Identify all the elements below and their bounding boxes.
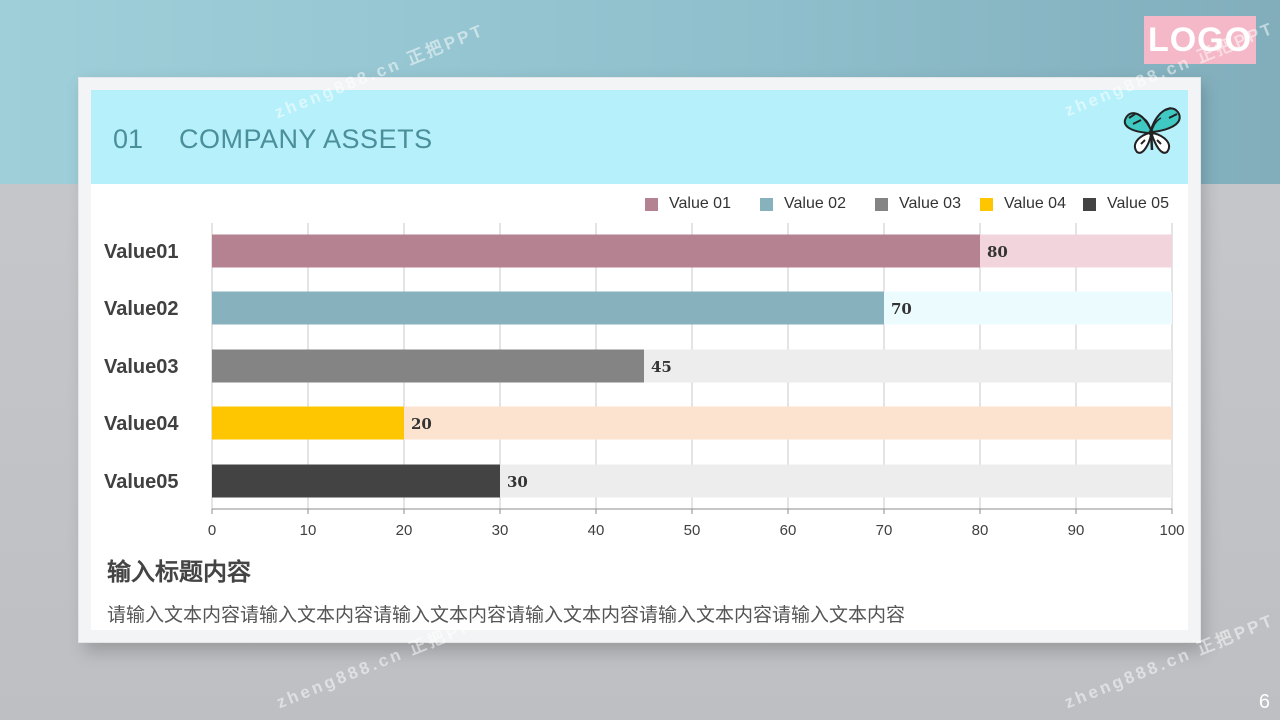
legend-swatch [875,197,888,211]
bar [212,406,404,440]
legend-label: Value 01 [669,195,731,212]
legend-swatch [980,197,993,211]
x-tick-label: 10 [300,522,317,539]
x-tick-label: 20 [396,522,413,539]
legend-label: Value 05 [1107,195,1169,212]
logo: LOGO [1144,16,1256,64]
data-label: 70 [891,300,912,318]
data-label: 80 [987,243,1008,261]
legend-swatch [1083,197,1096,211]
category-label: Value02 [104,298,179,320]
bar-chart: 80 Value01 70 Value02 45 Value03 20 Value04 30 Va… [104,223,1185,539]
legend-item: Value 02 [760,192,846,216]
chart-legend: Value 01 Value 02 Value 03 Value 04 Valu… [91,192,1188,216]
legend-label: Value 02 [784,195,846,212]
x-tick-label: 0 [208,522,216,539]
card-content: 01 COMPANY ASSETS Value 01 Value 02 [91,90,1188,630]
legend-label: Value 04 [1004,195,1066,212]
x-tick-label: 60 [780,522,797,539]
x-tick-label: 80 [972,522,989,539]
x-tick-label: 40 [588,522,605,539]
legend-item: Value 05 [1083,192,1169,216]
slide-card: 01 COMPANY ASSETS Value 01 Value 02 [78,77,1201,643]
section-title: COMPANY ASSETS [179,124,433,154]
legend-item: Value 03 [875,192,961,216]
text-block-body: 请输入文本内容请输入文本内容请输入文本内容请输入文本内容请输入文本内容请输入文本… [107,604,906,626]
category-label: Value03 [104,356,179,378]
category-label: Value04 [104,413,179,435]
legend-item: Value 04 [980,192,1066,216]
x-tick-label: 70 [876,522,893,539]
bar [212,349,644,383]
text-block-title: 输入标题内容 [107,558,251,586]
legend-swatch [760,197,773,211]
x-tick-label: 90 [1068,522,1085,539]
header-bar: 01 COMPANY ASSETS [91,90,1188,184]
x-tick-label: 50 [684,522,701,539]
x-tick-label: 30 [492,522,509,539]
bar [212,464,500,498]
bar [212,291,884,325]
data-label: 45 [651,358,672,376]
x-tick-label: 100 [1159,522,1184,539]
bar [212,234,980,268]
section-number: 01 [113,124,144,154]
legend-swatch [645,197,658,211]
category-label: Value01 [104,241,179,263]
data-label: 30 [507,473,528,491]
page-number: 6 [1258,691,1270,713]
legend-item: Value 01 [645,192,731,216]
legend-label: Value 03 [899,195,961,212]
category-label: Value05 [104,471,179,493]
data-label: 20 [411,415,432,433]
butterfly-icon [1123,107,1181,154]
